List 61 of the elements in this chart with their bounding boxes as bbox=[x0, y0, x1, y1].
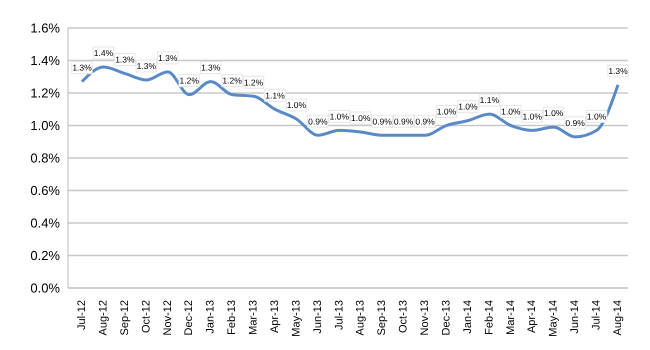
x-tick-label: May-14 bbox=[548, 300, 560, 337]
x-tick-label: Nov-13 bbox=[419, 300, 432, 336]
data-label: 1.3% bbox=[72, 62, 92, 73]
x-tick-label: Jan-13 bbox=[204, 300, 217, 334]
data-label: 1.3% bbox=[136, 61, 156, 71]
data-label: 0.9% bbox=[565, 118, 586, 128]
data-label: 1.0% bbox=[522, 111, 542, 122]
y-tick-label: 1.2% bbox=[30, 86, 60, 101]
data-label: 1.0% bbox=[458, 102, 478, 112]
data-label: 1.3% bbox=[200, 62, 221, 73]
x-tick-label: Jan-14 bbox=[462, 300, 474, 334]
x-tick-label: Aug-14 bbox=[612, 300, 624, 336]
data-label: 1.1% bbox=[265, 90, 286, 100]
data-label: 1.1% bbox=[480, 95, 500, 106]
x-tick-label: Dec-13 bbox=[440, 300, 452, 336]
x-tick-label: Dec-12 bbox=[183, 300, 196, 336]
data-label: 1.2% bbox=[180, 76, 200, 86]
data-label: 1.3% bbox=[158, 52, 178, 63]
y-tick-label: 0.2% bbox=[30, 248, 60, 264]
data-label: 0.9% bbox=[308, 116, 328, 126]
y-tick-label: 1.4% bbox=[30, 53, 60, 68]
x-tick-label: Apr-14 bbox=[526, 300, 538, 334]
x-tick-label: Oct-13 bbox=[398, 300, 410, 334]
y-tick-label: 0.4% bbox=[30, 216, 60, 231]
data-label: 1.0% bbox=[501, 106, 521, 116]
y-tick-label: 0.6% bbox=[30, 183, 60, 198]
data-label: 1.0% bbox=[544, 108, 564, 118]
x-tick-label: Nov-12 bbox=[162, 300, 174, 336]
x-tick-label: Oct-12 bbox=[140, 300, 152, 334]
data-label: 1.4% bbox=[94, 48, 114, 58]
x-tick-label: Feb-13 bbox=[226, 300, 238, 335]
x-tick-label: May-13 bbox=[290, 300, 302, 337]
data-label: 0.9% bbox=[372, 116, 392, 126]
data-label: 1.3% bbox=[115, 54, 136, 64]
x-tick-label: Sep-12 bbox=[118, 300, 131, 336]
data-label: 1.0% bbox=[586, 111, 607, 122]
data-label: 0.9% bbox=[415, 116, 436, 126]
x-tick-label: Jun-13 bbox=[312, 300, 324, 334]
data-label: 1.2% bbox=[222, 76, 242, 86]
x-tick-label: Jul-14 bbox=[590, 300, 603, 330]
x-tick-label: Jul-13 bbox=[333, 300, 346, 330]
y-tick-label: 1.0% bbox=[30, 118, 60, 134]
x-tick-label: Feb-14 bbox=[483, 300, 496, 335]
x-tick-label: Jun-14 bbox=[569, 300, 582, 334]
x-tick-label: Mar-14 bbox=[504, 300, 517, 335]
data-label: 1.3% bbox=[608, 66, 628, 76]
y-tick-label: 0.0% bbox=[30, 280, 60, 296]
x-tick-label: Sep-13 bbox=[376, 300, 388, 336]
data-label: 1.2% bbox=[244, 77, 264, 88]
data-label: 1.0% bbox=[330, 111, 350, 122]
x-tick-label: Mar-13 bbox=[248, 300, 260, 335]
data-label: 0.9% bbox=[394, 116, 414, 126]
data-label: 1.0% bbox=[286, 100, 307, 110]
x-tick-label: Jul-12 bbox=[76, 300, 88, 330]
x-tick-label: Apr-13 bbox=[268, 300, 281, 334]
data-label: 1.0% bbox=[351, 113, 371, 123]
x-tick-label: Aug-12 bbox=[97, 300, 110, 336]
y-tick-label: 0.8% bbox=[30, 150, 60, 166]
y-tick-label: 1.6% bbox=[30, 20, 60, 36]
x-tick-label: Aug-13 bbox=[354, 300, 367, 336]
data-label: 1.0% bbox=[436, 106, 457, 116]
